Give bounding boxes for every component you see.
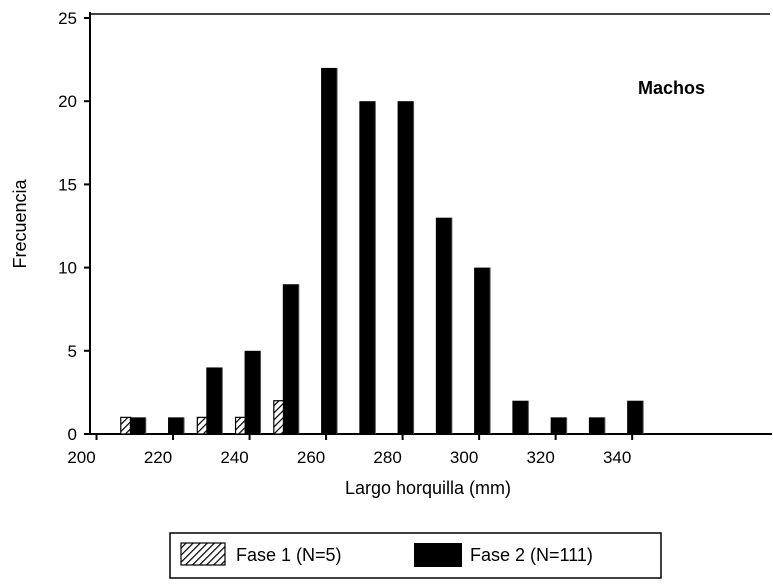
bar-fase2: [474, 267, 491, 434]
bar-fase1: [196, 416, 208, 435]
bar-fase1: [273, 400, 285, 435]
y-tick-label: 10: [58, 259, 77, 278]
y-tick-label: 5: [68, 342, 77, 361]
bar-fase2: [512, 400, 529, 434]
bar-fase2: [550, 417, 567, 434]
x-axis-title: Largo horquilla (mm): [345, 478, 511, 498]
legend-swatch-fase2: [414, 543, 462, 567]
bar-fase2: [321, 67, 338, 435]
bar-fase2: [435, 217, 452, 434]
y-tick-label: 0: [68, 425, 77, 444]
y-tick-label: 25: [58, 9, 77, 28]
bar-fase1: [234, 416, 247, 435]
x-tick-label: 320: [526, 448, 554, 467]
x-tick-label: 240: [220, 448, 248, 467]
bar-fase2: [627, 400, 644, 434]
x-tick-label: 200: [67, 448, 95, 467]
bar-fase2: [129, 417, 146, 434]
legend-swatch-fase1: [180, 542, 226, 566]
y-axis-ticks: 0 5 10 15 20 25: [58, 9, 90, 444]
y-axis-title: Frecuencia: [10, 178, 30, 268]
legend-label-fase1: Fase 1 (N=5): [236, 545, 342, 565]
bar-fase2: [168, 417, 185, 434]
bar-fase1: [120, 416, 132, 435]
y-tick-label: 20: [58, 92, 77, 111]
legend-label-fase2: Fase 2 (N=111): [470, 545, 593, 565]
bar-fase2: [244, 350, 261, 434]
x-tick-label: 260: [297, 448, 325, 467]
x-tick-label: 300: [450, 448, 478, 467]
y-tick-label: 15: [58, 175, 77, 194]
x-tick-label: 220: [144, 448, 172, 467]
chart-annotation: Machos: [638, 78, 705, 98]
x-tick-label: 340: [603, 448, 631, 467]
bar-fase2: [397, 101, 414, 434]
x-axis-ticks: 200 220 240 260 280 300 320 340: [67, 434, 634, 467]
legend: Fase 1 (N=5) Fase 2 (N=111): [169, 532, 662, 579]
bar-fase2: [206, 367, 223, 434]
x-tick-label: 280: [373, 448, 401, 467]
bar-fase2: [282, 284, 299, 434]
bar-fase2: [359, 101, 376, 434]
bar-fase2: [588, 417, 605, 434]
fase2-bars: [129, 67, 644, 435]
